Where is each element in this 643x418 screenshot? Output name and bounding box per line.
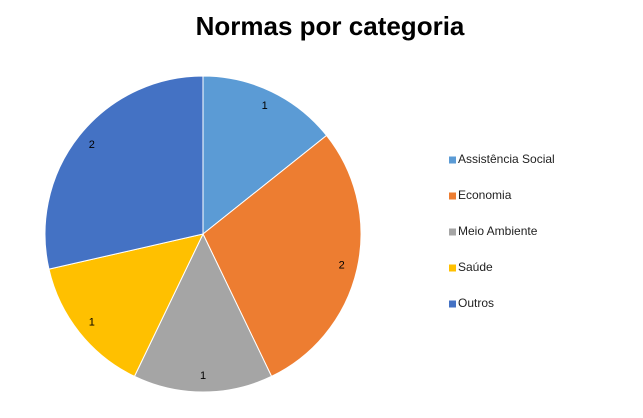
pie-slice [44,75,204,270]
chart-title: Normas por categoria [196,11,465,41]
pie-slice [202,134,362,378]
legend-marker [449,228,456,236]
pie-slice [133,232,273,393]
legend-label: Assistência Social [458,152,555,166]
data-label: 1 [200,370,206,382]
legend-marker [449,264,456,272]
legend-marker [449,300,456,308]
legend-label: Meio Ambiente [458,224,538,238]
legend-label: Saúde [458,260,493,274]
data-label: 2 [89,139,95,151]
pie-slice [202,75,328,236]
legend-marker [449,156,456,164]
legend-label: Economia [458,188,512,202]
pie-slice [48,233,204,378]
data-label: 1 [89,317,95,329]
legend-label: Outros [458,296,494,310]
legend-marker [449,192,456,200]
data-label: 1 [262,100,268,112]
data-label: 2 [339,260,345,272]
